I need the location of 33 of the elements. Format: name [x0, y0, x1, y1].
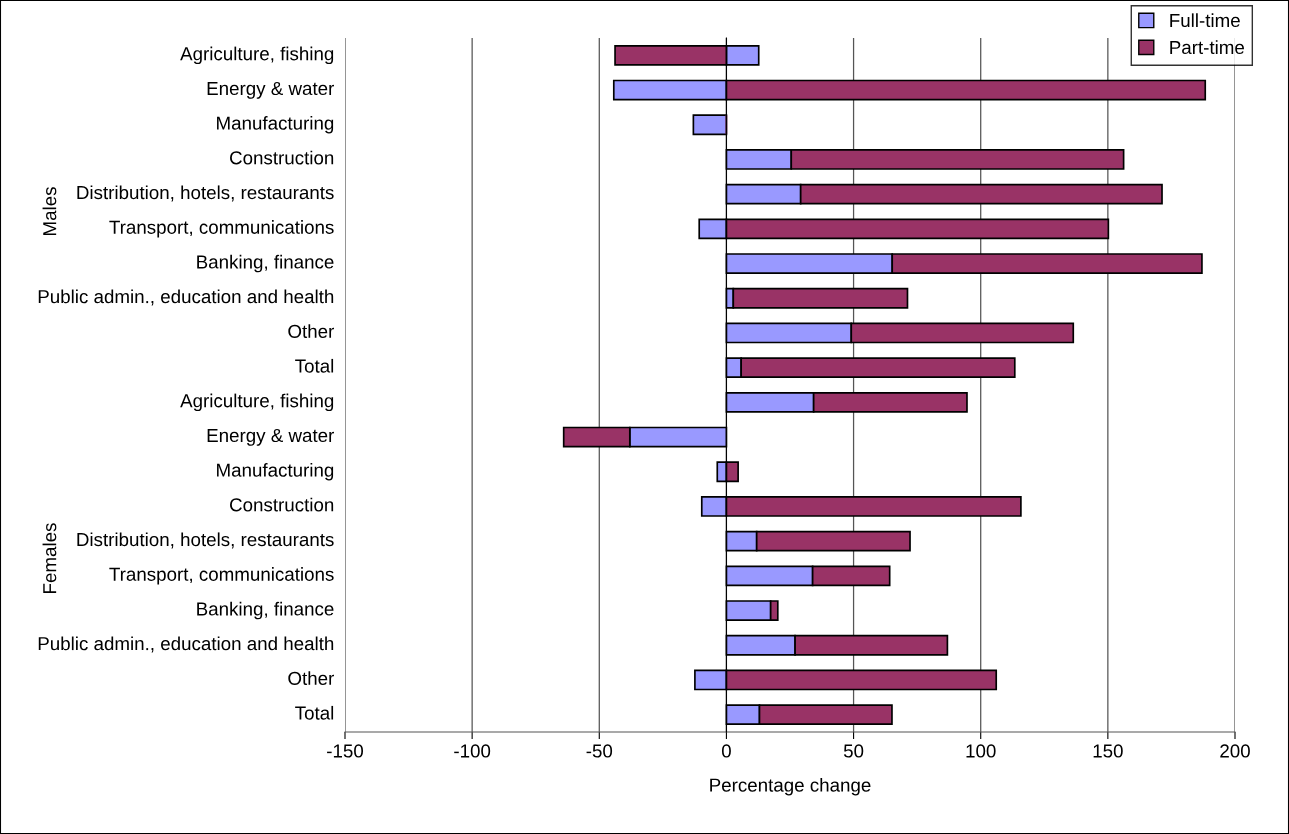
y-tick-label: Construction	[230, 150, 334, 165]
y-tick-label: Banking, finance	[197, 601, 334, 620]
y-tick-label: Transport, communications	[109, 567, 334, 585]
x-tick-label: 150	[1093, 744, 1123, 758]
y-tick-label: Distribution, hotels, restaurants	[77, 532, 334, 549]
x-tick-label: 50	[843, 744, 864, 758]
text: Females	[42, 523, 57, 593]
y-tick-label: Manufacturing	[217, 463, 334, 481]
y-tick-label: Energy & water	[207, 428, 335, 446]
legend-label: Part-time	[1170, 40, 1244, 55]
y-tick-label: Construction	[230, 497, 334, 512]
y-tick-label: Other	[288, 671, 335, 685]
y-tick-label: Banking, finance	[197, 254, 334, 273]
x-tick-label: -50	[586, 744, 613, 758]
y-tick-label: Transport, communications	[109, 220, 334, 238]
y-tick-label: Agriculture, fishing	[180, 46, 334, 65]
x-tick-label: -150	[327, 744, 364, 758]
y-tick-label: Public admin., education and health	[38, 636, 334, 653]
x-tick-label: 0	[721, 744, 731, 758]
x-tick-label: 100	[966, 744, 996, 758]
legend-label: Full-time	[1170, 13, 1240, 28]
y-tick-label: Agriculture, fishing	[180, 393, 334, 412]
y-tick-label: Total	[295, 358, 334, 373]
x-tick-label: 200	[1220, 744, 1250, 758]
y-tick-label: Manufacturing	[217, 116, 334, 134]
y-tick-label: Energy & water	[207, 81, 335, 99]
x-axis-title: Percentage change	[710, 777, 871, 796]
text: Males	[42, 187, 57, 235]
x-tick-label: -100	[454, 744, 491, 758]
y-tick-label: Other	[288, 324, 335, 338]
y-tick-label: Public admin., education and health	[38, 289, 334, 306]
y-tick-label: Total	[295, 705, 334, 720]
y-tick-label: Distribution, hotels, restaurants	[77, 185, 334, 202]
